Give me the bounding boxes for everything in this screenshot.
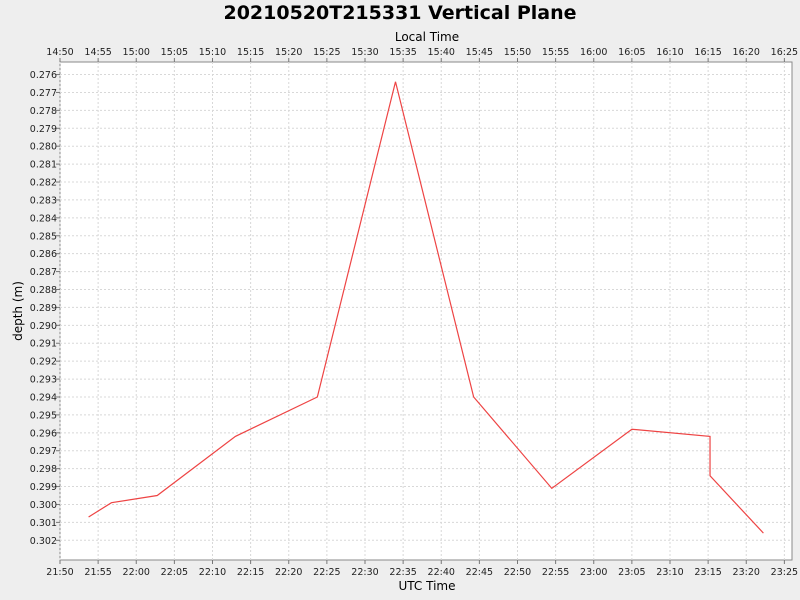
x2-tick-label: 15:55 — [542, 47, 569, 58]
x-tick-label: 23:10 — [656, 567, 683, 578]
x2-tick-label: 15:50 — [504, 47, 531, 58]
x-tick-label: 22:25 — [313, 567, 340, 578]
y-tick-label: 0.284 — [30, 213, 57, 224]
y-tick-label: 0.281 — [30, 160, 57, 171]
x2-tick-label: 15:25 — [313, 47, 340, 58]
x-tick-label: 22:05 — [161, 567, 188, 578]
x-tick-label: 22:40 — [428, 567, 455, 578]
x-tick-label: 23:20 — [733, 567, 760, 578]
x-tick-label: 22:15 — [237, 567, 264, 578]
y-tick-label: 0.286 — [30, 249, 57, 260]
x2-tick-label: 16:15 — [694, 47, 721, 58]
x-tick-label: 21:55 — [84, 567, 111, 578]
y-tick-label: 0.287 — [30, 267, 57, 278]
y-tick-label: 0.297 — [30, 446, 57, 457]
y-tick-label: 0.278 — [30, 106, 57, 117]
x2-tick-label: 15:05 — [161, 47, 188, 58]
y-tick-label: 0.292 — [30, 357, 57, 368]
x2-tick-label: 16:00 — [580, 47, 607, 58]
x2-tick-label: 16:20 — [733, 47, 760, 58]
chart-title: 20210520T215331 Vertical Plane — [223, 2, 576, 24]
x2-tick-label: 14:50 — [46, 47, 73, 58]
axis-ticks: 21:50 14:50 21:55 14:55 22:00 15:00 22:05 15:05… — [30, 47, 798, 578]
x-tick-label: 23:15 — [694, 567, 721, 578]
x-tick-label: 22:00 — [123, 567, 150, 578]
x-tick-label: 21:50 — [46, 567, 73, 578]
x2-tick-label: 15:40 — [428, 47, 455, 58]
y-tick-label: 0.296 — [30, 428, 57, 439]
y-tick-label: 0.302 — [30, 536, 57, 547]
y-tick-label: 0.288 — [30, 285, 57, 296]
y-tick-label: 0.299 — [30, 482, 57, 493]
y-tick-label: 0.289 — [30, 303, 57, 314]
y-tick-label: 0.301 — [30, 518, 57, 529]
x2-tick-label: 16:10 — [656, 47, 683, 58]
series-layer — [88, 81, 764, 534]
x-tick-label: 22:20 — [275, 567, 302, 578]
x2-tick-label: 15:10 — [199, 47, 226, 58]
y-tick-label: 0.291 — [30, 339, 57, 350]
x2-tick-label: 15:45 — [466, 47, 493, 58]
x2-tick-label: 15:30 — [351, 47, 378, 58]
y-tick-label: 0.293 — [30, 375, 57, 386]
y-tick-label: 0.276 — [30, 70, 57, 81]
y-tick-label: 0.285 — [30, 231, 57, 242]
y-tick-label: 0.298 — [30, 464, 57, 475]
y-tick-label: 0.282 — [30, 178, 57, 189]
x2-tick-label: 15:35 — [389, 47, 416, 58]
y-tick-label: 0.283 — [30, 195, 57, 206]
y-tick-label: 0.279 — [30, 124, 57, 135]
x2-tick-label: 14:55 — [84, 47, 111, 58]
utc-time-axis-title: UTC Time — [399, 579, 456, 593]
y-tick-label: 0.294 — [30, 392, 57, 403]
local-time-axis-title: Local Time — [395, 30, 459, 44]
x2-tick-label: 16:05 — [618, 47, 645, 58]
depth-axis-title: depth (m) — [11, 281, 25, 341]
x-tick-label: 22:35 — [389, 567, 416, 578]
x2-tick-label: 15:20 — [275, 47, 302, 58]
x-tick-label: 22:30 — [351, 567, 378, 578]
x-tick-label: 23:00 — [580, 567, 607, 578]
grid — [59, 62, 792, 560]
x-tick-label: 22:50 — [504, 567, 531, 578]
y-tick-label: 0.300 — [30, 500, 57, 511]
x-tick-label: 23:25 — [771, 567, 798, 578]
y-tick-label: 0.295 — [30, 410, 57, 421]
x-tick-label: 22:55 — [542, 567, 569, 578]
y-tick-label: 0.280 — [30, 142, 57, 153]
x2-tick-label: 16:25 — [771, 47, 798, 58]
x-tick-label: 22:10 — [199, 567, 226, 578]
x-tick-label: 22:45 — [466, 567, 493, 578]
x2-tick-label: 15:15 — [237, 47, 264, 58]
y-tick-label: 0.277 — [30, 88, 57, 99]
y-tick-label: 0.290 — [30, 321, 57, 332]
x-tick-label: 23:05 — [618, 567, 645, 578]
depth-series-line — [88, 81, 764, 534]
x2-tick-label: 15:00 — [123, 47, 150, 58]
